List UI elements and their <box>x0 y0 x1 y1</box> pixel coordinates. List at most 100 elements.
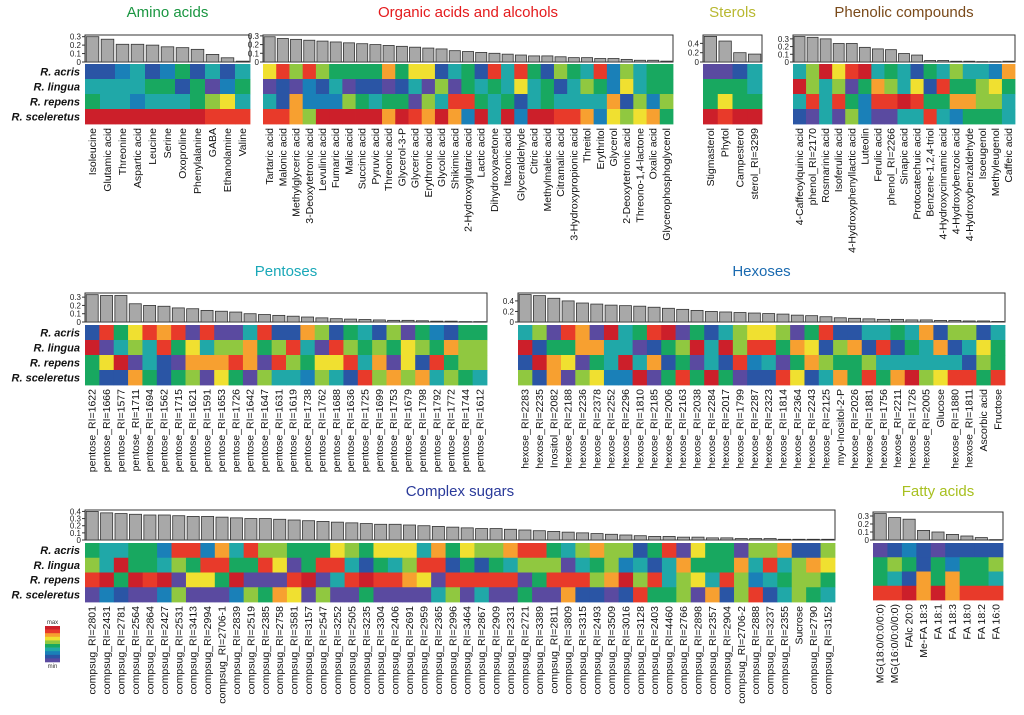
heatmap-cell <box>214 557 230 573</box>
heatmap-cell <box>501 79 515 95</box>
compound-label: hexose_RI=1814 <box>777 389 789 469</box>
heatmap-cell <box>804 340 820 356</box>
heatmap-cell <box>416 587 432 603</box>
compound-label: Dihydroxyacetone <box>489 128 501 212</box>
heatmap-cell <box>580 79 595 95</box>
compound-label: hexose_RI=2038 <box>692 389 704 469</box>
heatmap-cell <box>532 355 548 371</box>
heatmap-cell <box>804 370 820 386</box>
bar <box>821 538 835 541</box>
heatmap-cell <box>734 587 749 603</box>
compound-label: compsug_RI=2706-2 <box>736 606 748 704</box>
bar <box>475 528 489 541</box>
heatmap-cell <box>633 94 647 110</box>
heatmap-cell <box>620 79 634 95</box>
heatmap-cell <box>286 543 302 559</box>
sample-label: R. sceleretus <box>12 589 80 601</box>
compound-label: Rosmarinic acid <box>820 128 832 203</box>
compound-label: hexose_RI=2163 <box>677 389 689 469</box>
compound-label: pentose_RI=1726 <box>230 389 242 472</box>
heatmap-cell <box>185 572 201 588</box>
heatmap-cell <box>368 79 383 95</box>
compound-label: pentose_RI=1725 <box>359 389 371 472</box>
compound-label: hexose_RI=2378 <box>591 389 603 469</box>
sample-label: R. acris <box>40 327 80 339</box>
compound-label: hexose_RI=1726 <box>906 389 918 469</box>
compound-label: Phytol <box>720 128 732 157</box>
heatmap-cell <box>229 572 245 588</box>
heatmap-cell <box>633 543 648 559</box>
compound-label: Threono-1,4-lactone <box>634 128 646 223</box>
compound-label: Malic acid <box>343 128 355 175</box>
compound-label: compsug_RI=2531 <box>173 606 185 695</box>
heatmap-cell <box>705 587 721 603</box>
compound-label: Fumaric acid <box>330 128 342 188</box>
heatmap-cell <box>589 587 605 603</box>
heatmap-cell <box>271 325 287 341</box>
heatmap-cell <box>647 543 663 559</box>
heatmap-cell <box>448 109 462 125</box>
heatmap-cell <box>890 325 906 341</box>
heatmap-cell <box>448 94 462 110</box>
heatmap-cell <box>185 587 201 603</box>
heatmap-cell <box>373 557 389 573</box>
y-tick-label: 0.2 <box>70 301 82 310</box>
bar <box>128 303 142 323</box>
heatmap-cell <box>434 94 449 110</box>
panel-title: Organic acids and alcohols <box>378 4 558 21</box>
bar <box>263 36 276 63</box>
heatmap-cell <box>646 325 662 341</box>
heatmap-cell <box>472 325 488 341</box>
heatmap-cell <box>575 587 591 603</box>
heatmap-cell <box>272 572 288 588</box>
bar <box>359 523 373 541</box>
compound-label: hexose_RI=2005 <box>921 389 933 469</box>
heatmap-cell <box>1001 94 1016 110</box>
y-tick-label: 0 <box>785 58 790 67</box>
compound-label: Glycolic acid <box>436 128 448 187</box>
y-tick-label: 0.3 <box>778 35 790 44</box>
heatmap-cell <box>355 109 370 125</box>
heatmap-cell <box>214 325 229 341</box>
bar <box>703 35 717 63</box>
heatmap-cell <box>272 543 288 559</box>
heatmap-cell <box>130 109 146 125</box>
heatmap-cell <box>575 572 591 588</box>
heatmap-cell <box>130 64 146 80</box>
heatmap-cell <box>359 543 374 559</box>
compound-label: hexose_RI=2026 <box>849 389 861 469</box>
heatmap-cell <box>517 587 533 603</box>
heatmap-cell <box>329 94 343 110</box>
heatmap-cell <box>185 543 201 559</box>
heatmap-cell <box>199 340 215 356</box>
heatmap-cell <box>342 64 356 80</box>
y-tick-label: 0.4 <box>688 39 700 48</box>
compound-label: pentose_RI=1666 <box>101 389 113 472</box>
panel-title: Complex sugars <box>406 483 514 500</box>
bar <box>145 44 160 63</box>
heatmap-cell <box>115 109 131 125</box>
heatmap-cell <box>887 543 903 558</box>
heatmap-cell <box>718 325 734 341</box>
heatmap-cell <box>546 587 562 603</box>
heatmap-cell <box>806 94 820 110</box>
heatmap-cell <box>400 340 416 356</box>
bar <box>315 317 329 323</box>
heatmap-cell <box>175 94 191 110</box>
heatmap-cell <box>357 325 373 341</box>
heatmap-cell <box>690 572 706 588</box>
heatmap-cell <box>604 572 620 588</box>
heatmap-cell <box>171 340 186 356</box>
heatmap-cell <box>962 325 977 341</box>
heatmap-cell <box>220 64 236 80</box>
heatmap-cell <box>329 340 344 356</box>
heatmap-cell <box>560 340 576 356</box>
compound-label: Glucose <box>935 389 947 428</box>
heatmap-cell <box>790 370 805 386</box>
compound-label: Caffeic acid <box>1003 128 1015 183</box>
heatmap-cell <box>618 370 633 386</box>
heatmap-cell <box>762 572 778 588</box>
heatmap-cell <box>775 355 791 371</box>
heatmap-cell <box>747 340 762 356</box>
heatmap-cell <box>871 94 885 110</box>
